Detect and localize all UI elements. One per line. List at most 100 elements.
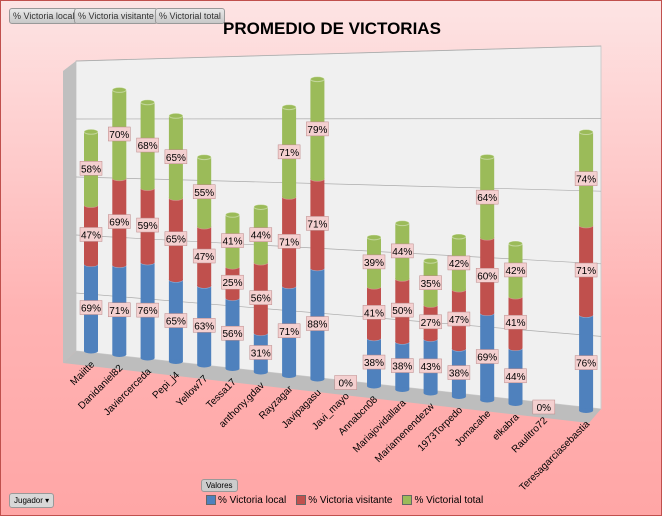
bar-cap <box>509 401 523 406</box>
svg-text:38%: 38% <box>392 362 412 373</box>
data-label: 71% <box>278 234 300 248</box>
svg-text:76%: 76% <box>138 306 158 317</box>
bar-cap <box>395 339 409 344</box>
legend-local: % Victoria local <box>206 495 286 506</box>
data-label: 56% <box>250 291 272 305</box>
data-label: 65% <box>165 150 187 164</box>
svg-text:69%: 69% <box>81 304 101 315</box>
jugador-dropdown[interactable]: Jugador ▾ <box>9 493 54 508</box>
svg-text:43%: 43% <box>421 362 441 373</box>
data-label: 71% <box>278 145 300 159</box>
bar-cap <box>424 336 438 341</box>
bar-cap <box>579 312 593 317</box>
bar-cap <box>254 370 268 375</box>
bar-cap <box>141 185 155 190</box>
data-label: 71% <box>278 324 300 338</box>
bar-cap <box>310 266 324 271</box>
data-label: 44% <box>505 369 527 383</box>
svg-text:39%: 39% <box>364 258 384 269</box>
bar-cap <box>169 195 183 200</box>
data-label: 47% <box>193 249 215 263</box>
svg-text:41%: 41% <box>364 308 384 319</box>
bar-cap <box>480 311 494 316</box>
bar-cap <box>112 263 126 268</box>
bar-cap <box>84 349 98 354</box>
svg-text:63%: 63% <box>194 321 214 332</box>
bar-cap <box>226 212 240 217</box>
bar-cap <box>509 346 523 351</box>
svg-text:71%: 71% <box>307 219 327 230</box>
svg-text:71%: 71% <box>109 306 129 317</box>
data-label: 25% <box>222 275 244 289</box>
bar-cap <box>509 294 523 299</box>
svg-text:38%: 38% <box>364 358 384 369</box>
data-label: 63% <box>193 318 215 332</box>
bar-cap <box>141 100 155 105</box>
bar-cap <box>480 235 494 240</box>
svg-text:79%: 79% <box>307 125 327 136</box>
svg-text:68%: 68% <box>138 141 158 152</box>
data-label: 35% <box>420 276 442 290</box>
svg-text:47%: 47% <box>194 252 214 263</box>
bar-cap <box>282 284 296 289</box>
svg-text:71%: 71% <box>279 327 299 338</box>
bar-cap <box>254 260 268 265</box>
bar-cap <box>282 105 296 110</box>
data-label: 55% <box>193 185 215 199</box>
svg-text:64%: 64% <box>477 193 497 204</box>
data-label: 71% <box>575 263 597 277</box>
svg-text:88%: 88% <box>307 320 327 331</box>
svg-text:44%: 44% <box>392 247 412 258</box>
svg-text:70%: 70% <box>109 130 129 141</box>
bar-cap <box>509 241 523 246</box>
data-label: 42% <box>448 256 470 270</box>
bar-cap <box>367 384 381 389</box>
data-label: 69% <box>476 350 498 364</box>
svg-text:0%: 0% <box>338 379 353 390</box>
data-label: 47% <box>80 227 102 241</box>
bar-cap <box>395 387 409 392</box>
data-label: 47% <box>448 312 470 326</box>
data-label: 58% <box>80 161 102 175</box>
svg-text:65%: 65% <box>166 317 186 328</box>
bar-cap <box>226 295 240 300</box>
data-label: 0% <box>533 400 555 414</box>
svg-text:65%: 65% <box>166 235 186 246</box>
data-label: 43% <box>420 359 442 373</box>
svg-text:44%: 44% <box>251 231 271 242</box>
bar-cap <box>254 204 268 209</box>
bar-cap <box>367 336 381 341</box>
bar-cap <box>424 258 438 263</box>
bar-cap <box>197 155 211 160</box>
bar-cap <box>310 377 324 382</box>
data-label: 60% <box>476 268 498 282</box>
data-label: 27% <box>420 315 442 329</box>
legend-total: % Victorial total <box>402 495 483 506</box>
bar-cap <box>424 391 438 396</box>
svg-text:76%: 76% <box>576 359 596 370</box>
data-label: 41% <box>363 305 385 319</box>
bar-cap <box>367 284 381 289</box>
data-label: 42% <box>505 263 527 277</box>
svg-text:25%: 25% <box>222 278 242 289</box>
data-label: 38% <box>363 355 385 369</box>
bar-cap <box>84 262 98 267</box>
bar-cap <box>254 330 268 335</box>
bar-cap <box>310 176 324 181</box>
data-label: 65% <box>165 314 187 328</box>
bar-cap <box>112 352 126 357</box>
bar-cap <box>480 398 494 403</box>
svg-text:42%: 42% <box>449 259 469 270</box>
svg-text:47%: 47% <box>81 230 101 241</box>
bar-cap <box>84 129 98 134</box>
svg-text:71%: 71% <box>576 266 596 277</box>
bar-cap <box>112 87 126 92</box>
valores-button[interactable]: Valores <box>201 479 238 492</box>
bar-cap <box>282 373 296 378</box>
bar-cap <box>226 264 240 269</box>
svg-text:35%: 35% <box>421 279 441 290</box>
data-label: 71% <box>108 303 130 317</box>
bar-cap <box>84 202 98 207</box>
